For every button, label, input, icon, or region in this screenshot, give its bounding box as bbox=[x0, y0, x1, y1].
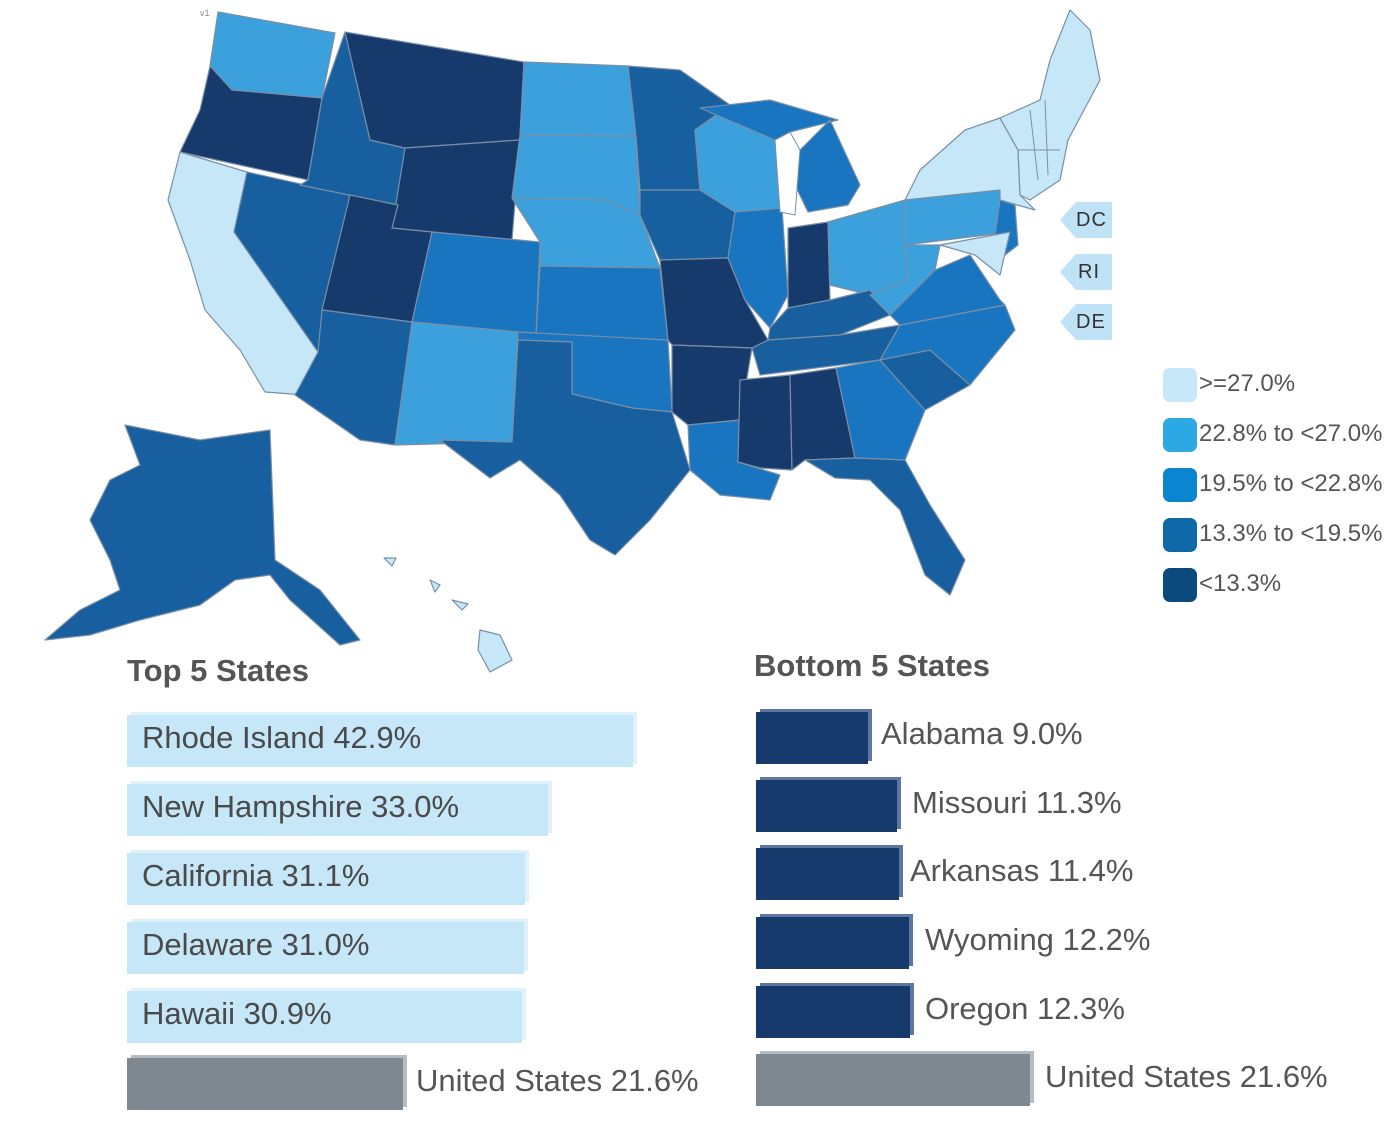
state-alaska bbox=[44, 424, 361, 646]
state-kansas bbox=[535, 265, 669, 341]
bottom5-bar bbox=[756, 917, 909, 969]
bottom5-bar bbox=[756, 986, 910, 1038]
top5-bar-label: New Hampshire 33.0% bbox=[142, 789, 460, 824]
tag-arrow-icon bbox=[1060, 202, 1112, 238]
top5-bar bbox=[127, 784, 548, 836]
tag-arrow-icon bbox=[1060, 254, 1112, 290]
ri-tag: RI bbox=[1060, 254, 1112, 290]
bottom5-bar bbox=[756, 712, 868, 764]
state-indiana bbox=[787, 221, 831, 309]
legend-label: 13.3% to <19.5% bbox=[1199, 520, 1383, 547]
top5-bar bbox=[127, 922, 524, 974]
state-new-england bbox=[999, 9, 1101, 201]
top5-us-label: United States 21.6% bbox=[416, 1063, 699, 1098]
legend-swatch bbox=[1163, 568, 1197, 602]
bottom5-bar bbox=[756, 780, 897, 832]
bottom5-bar bbox=[756, 848, 899, 900]
top5-bar-label: California 31.1% bbox=[142, 858, 370, 893]
bottom5-bar-label: Missouri 11.3% bbox=[912, 785, 1122, 820]
top5-bar bbox=[127, 853, 525, 905]
state-maryland bbox=[939, 231, 1011, 276]
state-florida bbox=[804, 457, 966, 596]
legend-label: 22.8% to <27.0% bbox=[1199, 420, 1383, 447]
top5-bar-label: Hawaii 30.9% bbox=[142, 996, 332, 1031]
de-tag: DE bbox=[1060, 304, 1112, 340]
top5-bar bbox=[127, 715, 633, 767]
state-georgia bbox=[835, 359, 926, 461]
state-hawaii bbox=[383, 557, 513, 673]
top5-bar-label: Delaware 31.0% bbox=[142, 927, 370, 962]
legend-label: >=27.0% bbox=[1199, 370, 1296, 397]
us-choropleth-map: v1 bbox=[44, 8, 1101, 673]
bottom5-bar-label: Arkansas 11.4% bbox=[910, 853, 1134, 888]
top5-bar-label: Rhode Island 42.9% bbox=[142, 720, 422, 755]
bottom5-bar-label: Wyoming 12.2% bbox=[925, 922, 1151, 957]
state-montana bbox=[344, 31, 525, 149]
top5-us-bar bbox=[127, 1058, 403, 1110]
legend-swatch bbox=[1163, 518, 1197, 552]
ri-tag-label: RI bbox=[1078, 261, 1100, 283]
legend-swatch bbox=[1163, 468, 1197, 502]
state-washington bbox=[209, 11, 336, 99]
bottom5-title: Bottom 5 States bbox=[754, 648, 990, 683]
state-wyoming bbox=[391, 139, 521, 241]
state-new-mexico bbox=[394, 321, 519, 446]
version-mark: v1 bbox=[200, 8, 210, 18]
dc-tag: DC bbox=[1060, 202, 1112, 238]
de-tag-label: DE bbox=[1076, 311, 1106, 333]
bottom5-bar-label: Oregon 12.3% bbox=[925, 991, 1125, 1026]
legend-swatch bbox=[1163, 418, 1197, 452]
legend-swatch bbox=[1163, 368, 1197, 402]
state-colorado bbox=[411, 231, 541, 336]
state-north-dakota bbox=[519, 61, 637, 137]
legend-label: <13.3% bbox=[1199, 570, 1282, 597]
top5-bar bbox=[127, 991, 522, 1043]
bottom5-us-label: United States 21.6% bbox=[1045, 1059, 1328, 1094]
legend-label: 19.5% to <22.8% bbox=[1199, 470, 1383, 497]
state-texas bbox=[439, 339, 691, 556]
state-mississippi bbox=[737, 374, 793, 471]
bottom5-bar-label: Alabama 9.0% bbox=[881, 716, 1083, 751]
tag-arrow-icon bbox=[1060, 304, 1112, 340]
bottom5-us-bar bbox=[756, 1054, 1030, 1106]
state-ohio bbox=[827, 199, 909, 296]
top5-title: Top 5 States bbox=[127, 653, 310, 688]
dc-tag-label: DC bbox=[1076, 209, 1107, 231]
